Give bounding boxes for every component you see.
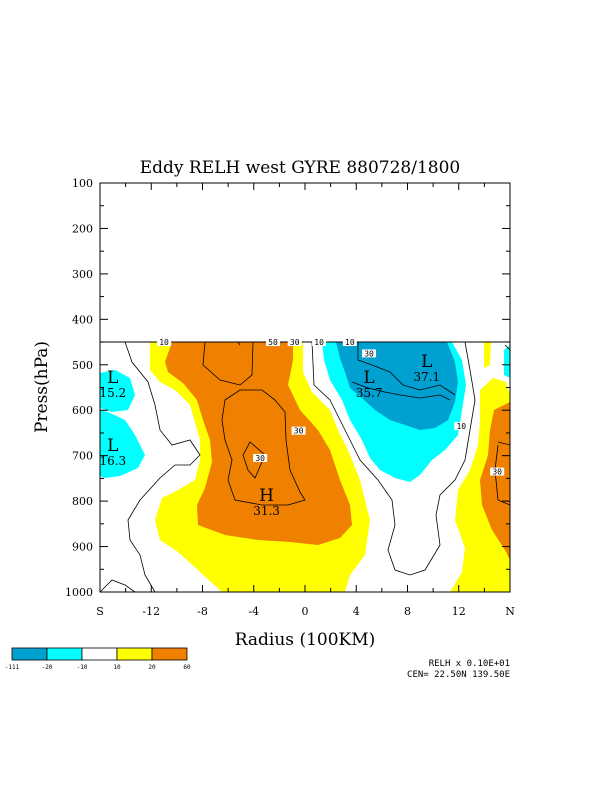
shaded-fields bbox=[100, 342, 510, 592]
legend-label: -20 bbox=[42, 664, 53, 671]
x-tick-label: 8 bbox=[404, 605, 411, 618]
cyan-field-edge-right bbox=[504, 345, 510, 378]
extremum-value: 16.3 bbox=[99, 454, 126, 468]
contour-label-bg bbox=[490, 467, 505, 476]
footer-center: CEN= 22.50N 139.50E bbox=[407, 670, 510, 680]
x-tick-label: -8 bbox=[197, 605, 208, 618]
low-marker: L bbox=[107, 436, 118, 456]
contour-labels: 10 50 30 10 10 30 30 30 10 30 bbox=[157, 338, 505, 477]
orange-field-central bbox=[165, 342, 352, 545]
x-tick-label: 4 bbox=[353, 605, 360, 618]
legend-label: 60 bbox=[183, 664, 191, 671]
extremum-value: 37.1 bbox=[413, 370, 440, 384]
y-tick-label: 700 bbox=[72, 450, 93, 463]
cyan-field-left-upper bbox=[100, 370, 135, 412]
x-tick-label: -4 bbox=[248, 605, 259, 618]
chart-title: Eddy RELH west GYRE 880728/1800 bbox=[140, 158, 461, 178]
contour-line bbox=[99, 579, 136, 593]
contour-line bbox=[357, 342, 456, 396]
contour-label: 10 bbox=[159, 338, 169, 347]
x-tick-label: 0 bbox=[302, 605, 309, 618]
legend-label: -10 bbox=[77, 664, 88, 671]
y-tick-label: 800 bbox=[72, 495, 93, 508]
y-tick-label: 600 bbox=[72, 404, 93, 417]
contour-lines bbox=[99, 341, 511, 593]
orange-field-right bbox=[480, 402, 510, 560]
y-tick-label: 500 bbox=[72, 359, 93, 372]
contour-label: 30 bbox=[294, 427, 304, 436]
legend-swatch bbox=[11, 647, 48, 661]
contour-label: 10 bbox=[345, 338, 355, 347]
contour-line bbox=[494, 444, 511, 506]
legend-swatch bbox=[81, 647, 118, 661]
x-tick-label: N bbox=[505, 605, 515, 618]
contour-line bbox=[351, 381, 451, 401]
contour-line bbox=[497, 441, 511, 446]
legend-label: 20 bbox=[148, 664, 156, 671]
legend-swatch bbox=[151, 647, 188, 661]
contour-line bbox=[124, 341, 201, 593]
low-marker: L bbox=[421, 352, 432, 372]
contour-line bbox=[221, 389, 306, 506]
extremum-value: 15.2 bbox=[99, 386, 126, 400]
x-axis: S -12 -8 -4 0 4 8 12 N bbox=[96, 183, 515, 618]
contour-label-bg bbox=[291, 426, 306, 435]
contour-line bbox=[242, 441, 266, 479]
contour-label: 30 bbox=[364, 349, 374, 358]
legend-label: -111 bbox=[5, 664, 20, 671]
y-tick-label: 200 bbox=[72, 222, 93, 235]
x-tick-label: -12 bbox=[142, 605, 160, 618]
contour-label-bg bbox=[253, 453, 268, 462]
high-marker: H bbox=[259, 486, 274, 506]
contour-label: 30 bbox=[290, 338, 300, 347]
shading-legend: -111 -20 -10 10 20 60 bbox=[5, 647, 191, 671]
x-tick-label: 12 bbox=[452, 605, 466, 618]
contour-label-bg bbox=[287, 338, 302, 347]
y-tick-label: 100 bbox=[72, 177, 93, 190]
low-marker: L bbox=[363, 368, 374, 388]
y-tick-label: 300 bbox=[72, 268, 93, 281]
contour-line bbox=[202, 341, 254, 386]
cyan-field-left-lower bbox=[100, 410, 145, 478]
legend-swatch bbox=[116, 647, 153, 661]
low-marker: L bbox=[107, 368, 118, 388]
contour-label: 50 bbox=[268, 338, 278, 347]
empty-upper-region bbox=[100, 183, 510, 342]
y-axis-label: Press(hPa) bbox=[32, 341, 52, 433]
blue-field-right bbox=[336, 342, 458, 430]
x-axis-label: Radius (100KM) bbox=[235, 630, 376, 650]
extremum-value: 35.7 bbox=[356, 386, 383, 400]
contour-line bbox=[311, 341, 476, 576]
legend-label: 10 bbox=[113, 664, 121, 671]
footer-scale: RELH x 0.10E+01 bbox=[429, 659, 510, 669]
contour-label: 10 bbox=[456, 422, 466, 431]
contour-label-bg bbox=[362, 349, 377, 358]
x-tick-label: S bbox=[96, 605, 104, 618]
contour-label-bg bbox=[157, 338, 172, 347]
y-axis: 100 200 300 400 500 600 700 800 900 1000 bbox=[65, 177, 510, 599]
legend-swatch bbox=[46, 647, 83, 661]
contour-label: 30 bbox=[255, 454, 265, 463]
contour-label-bg bbox=[312, 338, 327, 347]
y-tick-label: 1000 bbox=[65, 586, 93, 599]
contour-label: 30 bbox=[492, 468, 502, 477]
contour-label-bg bbox=[342, 338, 357, 347]
contour-label-bg bbox=[454, 422, 469, 431]
extremum-value: 31.3 bbox=[253, 504, 280, 518]
contour-line bbox=[504, 344, 511, 351]
contour-label-bg bbox=[265, 338, 280, 347]
y-tick-label: 900 bbox=[72, 541, 93, 554]
y-tick-label: 400 bbox=[72, 313, 93, 326]
yellow-field-right-top bbox=[484, 342, 491, 368]
contour-label: 10 bbox=[314, 338, 324, 347]
